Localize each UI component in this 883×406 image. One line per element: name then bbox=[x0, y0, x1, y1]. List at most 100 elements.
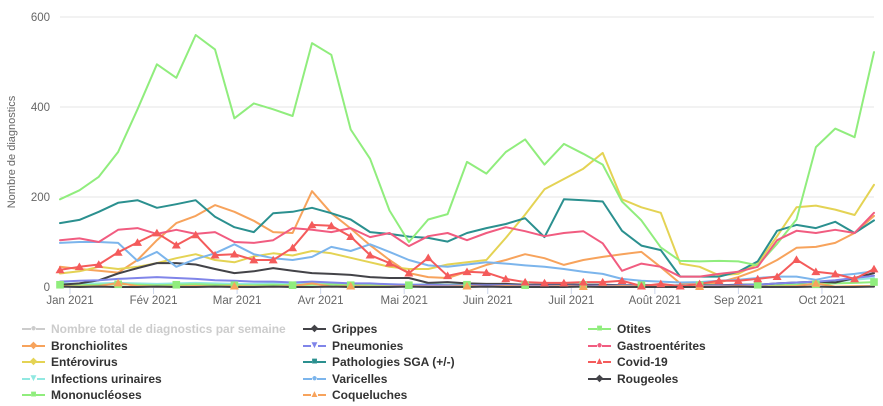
marker-coqueluches bbox=[113, 278, 123, 287]
coqueluches-triangle-marker-icon: ▲ bbox=[303, 390, 326, 400]
line-chart: 0 200 400 600 Jan 2021 Fév 2021 Mar 2021 Avr 20… bbox=[31, 12, 879, 307]
legend-item-ent-rovirus[interactable]: ◆ Entérovirus bbox=[22, 354, 286, 371]
marker-covid-19 bbox=[423, 253, 433, 262]
legend: ● Nombre total de diagnostics par semaine… bbox=[0, 321, 883, 406]
marker-mononucl-oses bbox=[288, 281, 297, 289]
legend-label: Nombre total de diagnostics par semaine bbox=[51, 322, 286, 337]
marker-covid-19 bbox=[869, 264, 879, 273]
legend-label: Rougeoles bbox=[617, 371, 679, 386]
bronchiolites-diamond-marker-icon: ◆ bbox=[22, 340, 46, 351]
covid-19-triangle-marker-icon: ▲ bbox=[588, 357, 611, 367]
legend-item-coqueluches[interactable]: ▲ Coqueluches bbox=[303, 387, 455, 404]
marker-covid-19 bbox=[55, 265, 65, 274]
x-axis-label: Juin 2021 bbox=[463, 295, 513, 307]
legend-column-3: ■ Otites ● Gastroentérites ▲ Covid-19 ◆ Rougeol… bbox=[588, 321, 706, 387]
legend-item-mononucl-oses[interactable]: ■ Mononucléoses bbox=[22, 387, 286, 404]
legend-item-pathologies-sga[interactable]: ■ Pathologies SGA (+/-) bbox=[303, 354, 455, 371]
legend-item-covid-19[interactable]: ▲ Covid-19 bbox=[588, 354, 706, 371]
marker-covid-19 bbox=[210, 250, 220, 259]
ent-rovirus-diamond-marker-icon: ◆ bbox=[22, 357, 46, 367]
marker-covid-19 bbox=[404, 268, 414, 277]
marker-covid-19 bbox=[268, 255, 278, 264]
nombre-total-de-diagnostics-par-semaine-circle-marker-icon: ● bbox=[22, 324, 46, 334]
marker-covid-19 bbox=[171, 240, 181, 249]
legend-item-infections-urinaires[interactable]: ▼ Infections urinaires bbox=[22, 371, 286, 388]
series-line-otites bbox=[59, 34, 875, 267]
legend-label: Infections urinaires bbox=[51, 371, 162, 386]
marker-covid-19 bbox=[520, 277, 530, 286]
marker-covid-19 bbox=[656, 279, 666, 288]
series-line-ent-rovirus bbox=[59, 151, 875, 277]
marker-mononucl-oses bbox=[870, 278, 878, 286]
y-axis-tick-label: 0 bbox=[44, 282, 50, 294]
marker-covid-19 bbox=[578, 277, 588, 286]
y-axis-tick-label: 600 bbox=[31, 12, 50, 24]
marker-covid-19 bbox=[365, 250, 375, 259]
marker-covid-19 bbox=[74, 262, 84, 271]
marker-covid-19 bbox=[346, 232, 356, 240]
mononucl-oses-square-marker-icon: ■ bbox=[22, 390, 46, 400]
marker-covid-19 bbox=[326, 221, 336, 230]
y-axis-tick-label: 400 bbox=[31, 102, 50, 114]
legend-label: Entérovirus bbox=[51, 355, 118, 370]
marker-mononucl-oses bbox=[753, 280, 762, 289]
y-axis-tick-label: 200 bbox=[31, 192, 50, 204]
x-axis-label: Août 2021 bbox=[629, 295, 681, 307]
marker-covid-19 bbox=[191, 230, 201, 239]
marker-covid-19 bbox=[636, 281, 646, 290]
varicelles-circle-marker-icon: ● bbox=[303, 373, 327, 384]
legend-label: Pneumonies bbox=[332, 338, 404, 353]
rougeoles-diamond-marker-icon: ◆ bbox=[588, 373, 612, 384]
marker-covid-19 bbox=[249, 255, 259, 264]
x-axis-label: Mai 2021 bbox=[381, 295, 428, 307]
marker-covid-19 bbox=[540, 278, 550, 287]
legend-label: Varicelles bbox=[332, 371, 388, 386]
marker-covid-19 bbox=[229, 249, 239, 258]
marker-covid-19 bbox=[598, 277, 608, 286]
marker-covid-19 bbox=[714, 276, 724, 285]
pneumonies-triangle-down-marker-icon: ▼ bbox=[303, 340, 326, 351]
legend-item-grippes[interactable]: ◆ Grippes bbox=[303, 321, 455, 338]
legend-label: Grippes bbox=[332, 322, 378, 337]
marker-covid-19 bbox=[830, 269, 840, 278]
x-axis-label: Fév 2021 bbox=[130, 295, 178, 307]
marker-covid-19 bbox=[481, 268, 491, 276]
marker-covid-19 bbox=[772, 272, 782, 281]
legend-label: Mononucléoses bbox=[51, 388, 142, 403]
marker-covid-19 bbox=[733, 276, 743, 285]
legend-item-rougeoles[interactable]: ◆ Rougeoles bbox=[588, 371, 706, 388]
legend-item-pneumonies[interactable]: ▼ Pneumonies bbox=[303, 338, 455, 355]
legend-label: Coqueluches bbox=[332, 388, 408, 403]
marker-covid-19 bbox=[462, 267, 472, 276]
marker-covid-19 bbox=[791, 255, 801, 263]
legend-item-gastroent-rites[interactable]: ● Gastroentérites bbox=[588, 338, 706, 355]
x-axis-label: Juil 2021 bbox=[548, 295, 594, 307]
x-axis-label: Jan 2021 bbox=[46, 295, 93, 307]
infections-urinaires-triangle-down-marker-icon: ▼ bbox=[22, 373, 45, 384]
x-axis-label: Avr 2021 bbox=[298, 295, 344, 307]
legend-item-varicelles[interactable]: ● Varicelles bbox=[303, 371, 455, 388]
marker-covid-19 bbox=[559, 278, 569, 287]
y-axis-title: Nombre de diagnostics bbox=[6, 95, 18, 209]
marker-mononucl-oses bbox=[56, 280, 64, 289]
marker-covid-19 bbox=[94, 260, 104, 268]
legend-item-otites[interactable]: ■ Otites bbox=[588, 321, 706, 338]
marker-mononucl-oses bbox=[405, 281, 413, 289]
marker-covid-19 bbox=[384, 258, 394, 267]
legend-item-bronchiolites[interactable]: ◆ Bronchiolites bbox=[22, 338, 286, 355]
marker-coqueluches bbox=[462, 281, 472, 290]
legend-label: Covid-19 bbox=[617, 355, 668, 370]
x-axis-label: Oct 2021 bbox=[799, 295, 846, 307]
gastroent-rites-circle-marker-icon: ● bbox=[588, 340, 612, 351]
marker-covid-19 bbox=[307, 220, 317, 229]
marker-covid-19 bbox=[695, 279, 705, 288]
marker-mononucl-oses bbox=[172, 280, 181, 289]
pathologies-sga-square-marker-icon: ■ bbox=[303, 357, 327, 367]
marker-covid-19 bbox=[753, 274, 763, 283]
grippes-diamond-marker-icon: ◆ bbox=[303, 324, 327, 334]
legend-item-nombre-total-de-diagnostics-par-semaine[interactable]: ● Nombre total de diagnostics par semaine bbox=[22, 321, 286, 338]
legend-label: Otites bbox=[617, 322, 652, 337]
marker-covid-19 bbox=[288, 243, 298, 252]
legend-label: Gastroentérites bbox=[617, 338, 706, 353]
